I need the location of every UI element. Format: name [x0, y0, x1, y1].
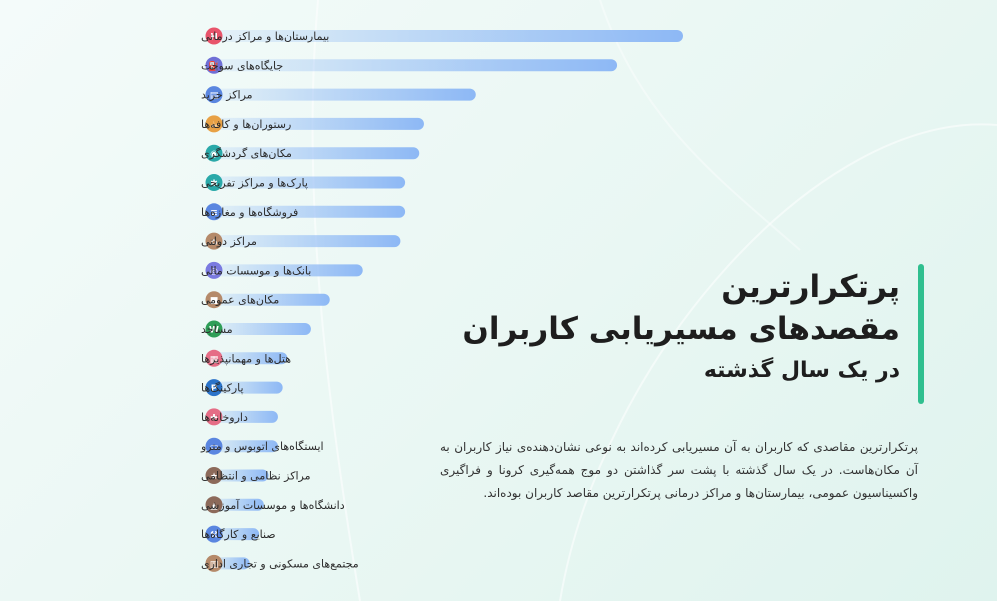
svg-text:■: ■: [210, 296, 219, 306]
svg-text:▭: ▭: [210, 443, 219, 453]
military-icon: ★: [205, 467, 223, 484]
coffee-cup-icon: ☕: [205, 115, 223, 133]
svg-text:W: W: [209, 326, 219, 336]
bank-icon: ◎: [205, 261, 223, 279]
bar-13: [212, 410, 278, 423]
category-label-14: ایستگاه‌های اتوبوس و مترو: [200, 440, 324, 453]
category-label-0: بیمارستان‌ها و مراکز درمانی: [201, 30, 329, 43]
mosque-icon: W: [205, 320, 223, 338]
category-label-10: مساجد: [201, 323, 233, 336]
bar-1: [212, 59, 618, 72]
category-label-12: پارکینگ‌ها: [201, 382, 244, 395]
title-line-1: پرتکرارترین: [721, 269, 900, 305]
bar-3: [212, 117, 424, 130]
category-label-16: دانشگاه‌ها و موسسات آموزشی: [201, 498, 345, 512]
category-label-8: بانک‌ها و موسسات مالی: [201, 264, 311, 277]
bar-16: [212, 498, 264, 511]
government-icon: ⌂: [205, 232, 223, 250]
svg-text:▤: ▤: [210, 91, 219, 101]
bar-15: [212, 469, 269, 482]
title-line-2: مقصدهای مسیریابی کاربران: [462, 311, 900, 347]
svg-text:✚: ✚: [210, 413, 218, 423]
category-label-3: رستوران‌ها و کافه‌ها: [201, 118, 291, 131]
category-label-7: مراکز دولتی: [201, 235, 257, 248]
title-line-3: در یک سال گذشته: [703, 358, 900, 383]
shopping-bag-icon: ▤: [205, 86, 223, 104]
svg-text:▥: ▥: [210, 560, 219, 570]
description-text: پرتکرارترین مقاصدی که کاربران به آن مسیر…: [440, 440, 918, 500]
svg-text:★: ★: [210, 472, 218, 482]
svg-text:◉: ◉: [210, 150, 218, 160]
residential-complex-icon: ▥: [205, 554, 223, 572]
category-label-15: مراکز نظامی و انتظامی: [201, 470, 311, 483]
svg-text:⌂: ⌂: [211, 238, 218, 248]
hotel-icon: ▦: [205, 349, 223, 367]
category-label-13: داروخانه‌ها: [201, 411, 248, 424]
svg-text:▦: ▦: [210, 355, 219, 365]
category-label-2: مراکز خرید: [201, 89, 253, 102]
svg-text:P: P: [211, 384, 218, 394]
svg-text:☕: ☕: [210, 120, 218, 130]
svg-text:H: H: [210, 33, 218, 43]
bar-17: [212, 528, 260, 541]
svg-text:⚒: ⚒: [210, 531, 218, 541]
svg-text:≡: ≡: [210, 208, 218, 218]
svg-text:▲: ▲: [211, 501, 218, 511]
bar-11: [212, 352, 288, 365]
park-icon: ✱: [205, 174, 223, 191]
store-icon: ≡: [205, 203, 223, 221]
education-icon: ▲: [205, 496, 223, 514]
category-label-18: مجتمع‌های مسکونی و تجاری اداری: [201, 557, 359, 570]
public-place-icon: ■: [205, 291, 223, 309]
chart-title: پرتکرارترین مقصدهای مسیریابی کاربران در …: [440, 266, 900, 388]
svg-text:✱: ✱: [210, 179, 218, 189]
fuel-icon: ⛽: [205, 56, 223, 74]
bar-8: [212, 264, 363, 277]
pharmacy-icon: ✚: [205, 408, 223, 426]
category-label-1: جایگاه‌های سوخت: [201, 59, 283, 72]
camera-icon: ◉: [205, 144, 223, 162]
bar-6: [212, 205, 406, 218]
bar-7: [212, 235, 401, 248]
category-label-4: مکان‌های گردشگری: [201, 147, 292, 160]
bar-9: [212, 293, 330, 306]
svg-text:⛽: ⛽: [208, 60, 219, 72]
industry-icon: ⚒: [205, 525, 223, 543]
category-label-11: هتل‌ها و مهمانپذیرها: [201, 352, 291, 365]
bar-2: [212, 88, 476, 101]
bar-10: [212, 323, 311, 335]
bar-12: [212, 381, 283, 394]
svg-text:◎: ◎: [210, 267, 218, 277]
parking-icon: P: [205, 379, 223, 397]
bar-14: [212, 440, 278, 453]
category-label-9: مکان‌های عمومی: [201, 294, 279, 307]
category-label-6: فروشگاه‌ها و مغازه‌ها: [201, 206, 298, 219]
bar-0: [212, 30, 683, 42]
title-accent-bar: [918, 264, 924, 404]
bus-icon: ▭: [205, 437, 223, 455]
category-label-17: صنایع و کارگاه‌ها: [201, 528, 276, 541]
hospital-icon: H: [205, 27, 223, 45]
bar-5: [212, 176, 406, 189]
category-label-5: پارک‌ها و مراکز تفریحی: [201, 177, 308, 190]
bar-4: [212, 147, 420, 160]
